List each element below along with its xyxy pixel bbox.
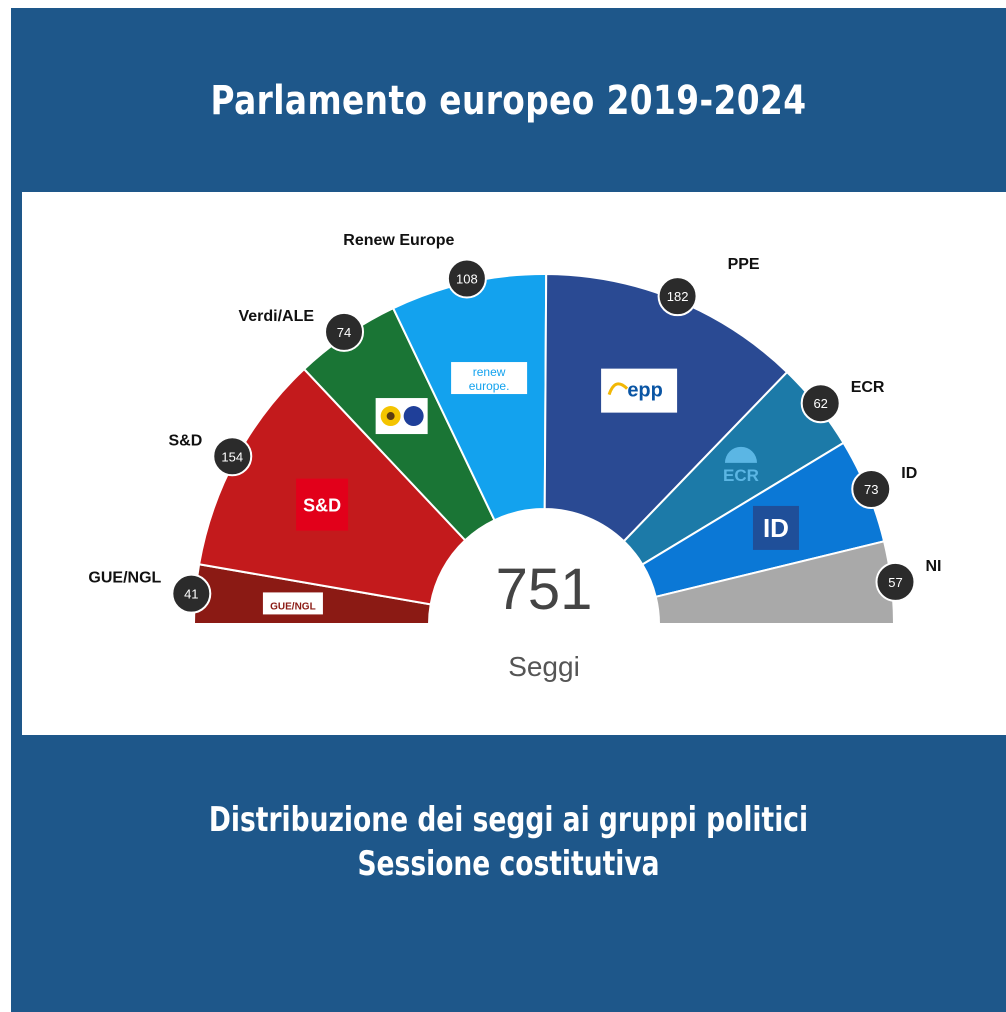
value-label-id: 73 (864, 482, 878, 497)
series-label-gue-ngl: GUE/NGL (88, 570, 161, 587)
value-badge-id (851, 469, 892, 510)
value-badge-renew-europe (446, 258, 487, 299)
renew-logo-text: renew (473, 365, 506, 379)
s-and-d-logo (296, 478, 349, 531)
value-label-ni: 57 (888, 575, 902, 590)
chart-panel: GUE/NGL 41 GUE/NGL S&D 154 S&D 74 Verdi/ALE rene… (22, 192, 1006, 735)
value-label-gue-ngl: 41 (184, 587, 198, 602)
value-label-ppe: 182 (667, 289, 689, 304)
caption: Distribuzione dei seggi ai gruppi politi… (120, 798, 896, 886)
hemicycle-chart: GUE/NGL 41 GUE/NGL S&D 154 S&D 74 Verdi/ALE rene… (88, 232, 941, 682)
s-and-d-logo-text: S&D (303, 496, 341, 516)
series-label-ppe: PPE (728, 256, 760, 273)
gue-ngl-logo (262, 592, 323, 615)
sunflower-center-icon (386, 412, 395, 421)
series-label-ni: NI (925, 558, 941, 575)
epp-logo (601, 368, 678, 413)
gue-ngl-logo-text: GUE/NGL (270, 601, 316, 612)
value-label-verdi-ale: 74 (337, 325, 351, 340)
total-seats-label: Seggi (508, 651, 580, 682)
series-label-s-d: S&D (168, 432, 202, 449)
series-label-verdi-ale: Verdi/ALE (238, 308, 314, 325)
ecr-dome-icon (724, 446, 757, 463)
series-label-renew-europe: Renew Europe (343, 232, 454, 249)
renew-europe-logo (451, 362, 528, 395)
value-badge-ni (875, 561, 916, 602)
europe-logo-text: europe. (469, 379, 510, 393)
caption-line-1: Distribuzione dei seggi ai gruppi politi… (208, 800, 809, 840)
epp-logo-text: epp (627, 380, 663, 402)
ecr-logo-text: ECR (723, 466, 759, 485)
series-label-id: ID (901, 465, 917, 482)
value-badge-verdi-ale (324, 311, 365, 352)
value-badge-ecr (800, 383, 841, 424)
epp-heart-icon (607, 382, 629, 396)
poster-background: Parlamento europeo 2019-2024 GUE/NGL 41 GU… (11, 8, 1006, 1012)
id-logo (752, 505, 799, 550)
value-badge-gue-ngl (171, 573, 212, 614)
total-seats-value: 751 (496, 557, 593, 622)
value-label-renew-europe: 108 (456, 272, 478, 287)
value-badge-s-d (212, 436, 253, 477)
segment-renew-europe (391, 273, 548, 522)
caption-line-2: Sessione costitutiva (357, 844, 660, 884)
eu-stars-icon (403, 406, 424, 427)
value-label-s-d: 154 (221, 449, 243, 464)
value-label-ecr: 62 (813, 396, 827, 411)
page-title: Parlamento europeo 2019-2024 (210, 78, 807, 124)
value-badge-ppe (657, 276, 698, 317)
id-logo-text: ID (763, 513, 789, 543)
series-label-ecr: ECR (851, 379, 885, 396)
